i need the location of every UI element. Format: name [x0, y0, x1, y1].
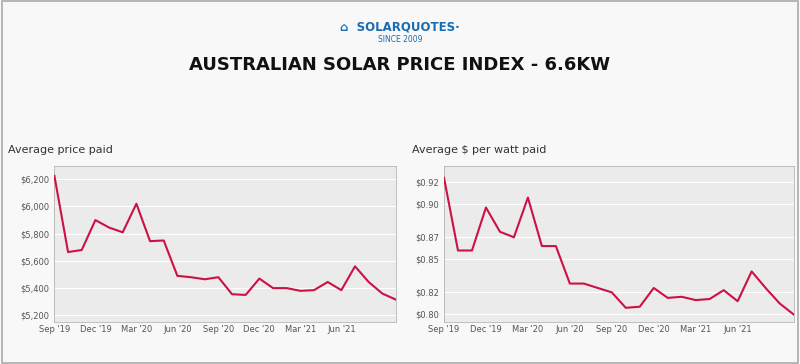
- Text: ⌂  SOLARQUOTES·: ⌂ SOLARQUOTES·: [340, 20, 460, 33]
- Text: Average $ per watt paid: Average $ per watt paid: [412, 145, 546, 155]
- Text: AUSTRALIAN SOLAR PRICE INDEX - 6.6KW: AUSTRALIAN SOLAR PRICE INDEX - 6.6KW: [190, 56, 610, 74]
- Text: SINCE 2009: SINCE 2009: [378, 35, 422, 44]
- Text: Average price paid: Average price paid: [8, 145, 113, 155]
